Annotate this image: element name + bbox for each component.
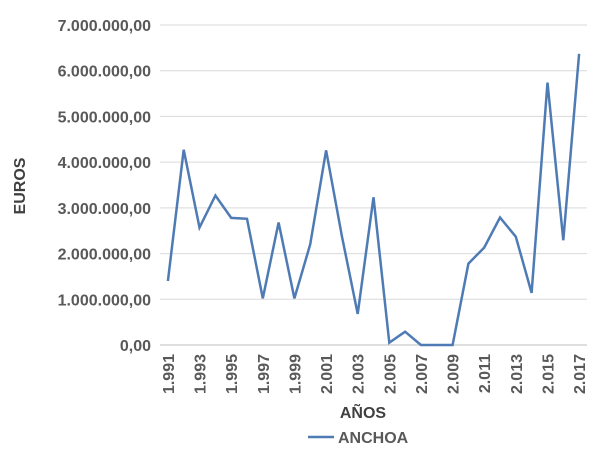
x-tick-label: 2.013 (509, 354, 526, 394)
x-tick-label: 2.005 (382, 354, 399, 394)
y-axis-ticks: 0,00 1.000.000,00 2.000.000,00 3.000.000,00… (58, 18, 152, 355)
series-line-anchoa (166, 53, 581, 347)
y-tick-label: 4.000.000,00 (58, 155, 152, 172)
x-tick-label: 2.017 (572, 354, 589, 394)
y-tick-label: 2.000.000,00 (58, 247, 152, 264)
x-axis-title: AÑOS (340, 402, 387, 422)
y-tick-label: 1.000.000,00 (58, 292, 152, 309)
x-tick-label: 2.011 (477, 354, 494, 393)
y-tick-label: 7.000.000,00 (58, 18, 152, 35)
x-tick-label: 2.003 (351, 354, 368, 394)
x-tick-label: 2.007 (414, 354, 431, 394)
legend: ANCHOA (308, 430, 409, 447)
x-axis-ticks: 1.991 1.993 1.995 1.997 1.999 2.001 2.003 2.005… (161, 354, 589, 394)
y-tick-label: 3.000.000,00 (58, 201, 152, 218)
x-tick-label: 1.999 (287, 354, 304, 394)
x-tick-label: 1.995 (224, 354, 241, 394)
x-tick-label: 2.001 (319, 354, 336, 394)
series-layer (166, 53, 581, 347)
x-tick-label: 2.015 (540, 354, 557, 394)
gridlines (160, 24, 587, 346)
y-tick-label: 0,00 (120, 338, 151, 355)
x-tick-label: 1.997 (256, 354, 273, 394)
legend-label-anchoa: ANCHOA (338, 430, 409, 447)
y-tick-label: 5.000.000,00 (58, 109, 152, 126)
x-tick-label: 1.993 (193, 354, 210, 394)
y-axis-title: EUROS (12, 157, 29, 214)
y-tick-label: 6.000.000,00 (58, 64, 152, 81)
x-tick-label: 1.991 (161, 354, 178, 394)
x-tick-label: 2.009 (446, 354, 463, 394)
